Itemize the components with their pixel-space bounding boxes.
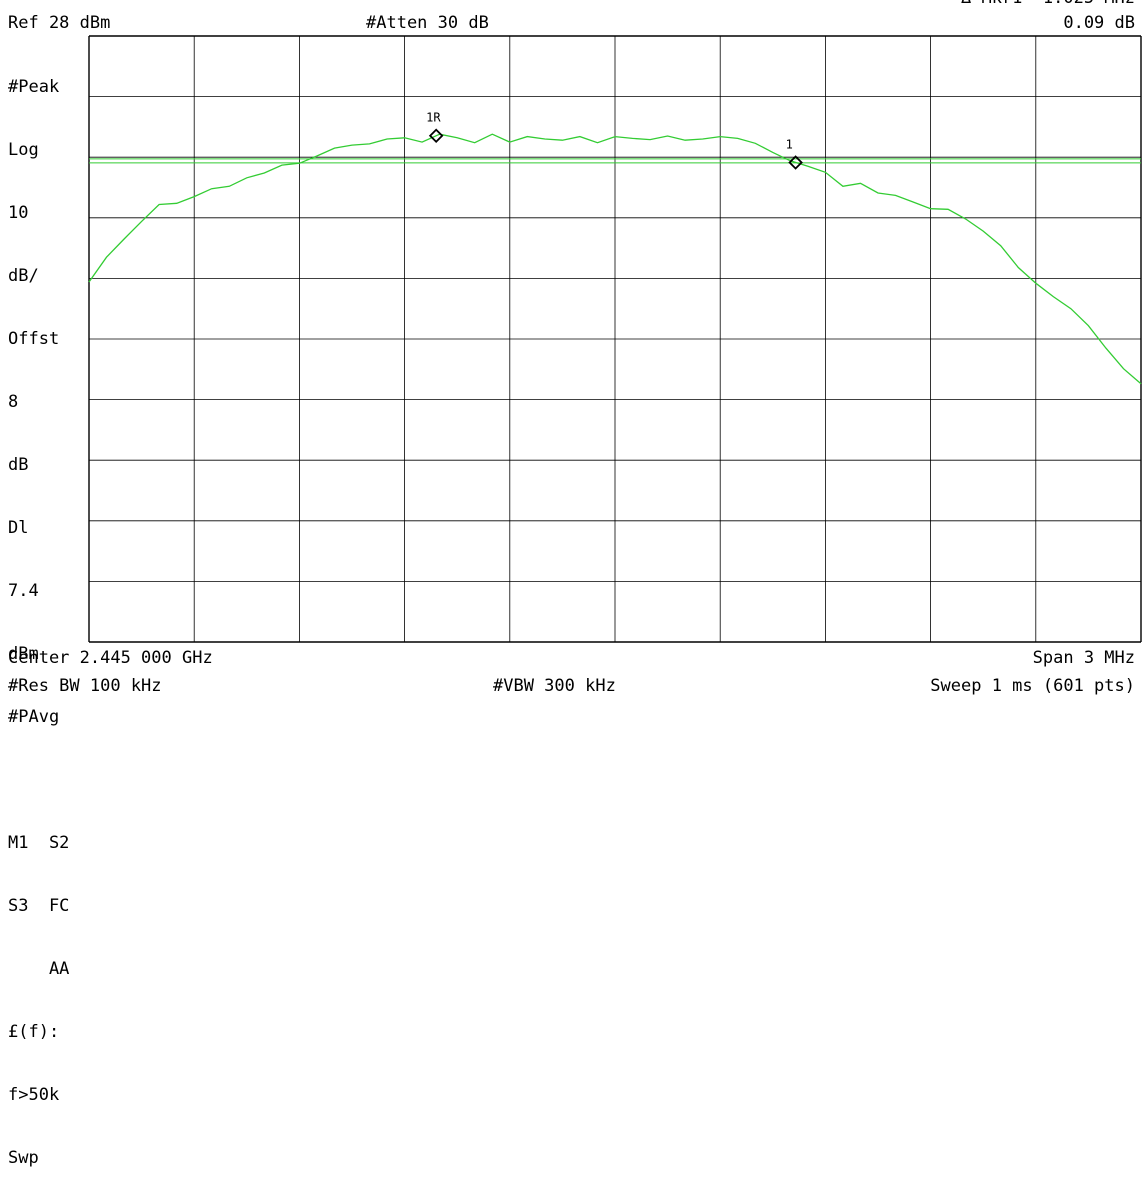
fft-condition: f>50k (8, 1085, 60, 1105)
sweep-time: Sweep 1 ms (601 pts) (930, 676, 1135, 696)
attenuation: #Atten 30 dB (366, 13, 489, 33)
scale-value: 10 (8, 203, 29, 223)
offset-value: 8 (8, 392, 19, 412)
resolution-bandwidth: #Res BW 100 kHz (8, 676, 162, 696)
trace-line (88, 133, 1142, 385)
sweep-label: Swp (8, 1148, 39, 1168)
marker-label-1: 1R (426, 111, 441, 125)
display-line-unit: dBm (8, 644, 39, 664)
detector-label: #Peak (8, 77, 60, 97)
offset-unit: dB (8, 455, 29, 475)
scale-unit: dB/ (8, 266, 39, 286)
spectrum-plot: 1R 1 (88, 35, 1142, 643)
offset-label: Offst (8, 329, 60, 349)
marker-label-2: 1 (786, 137, 793, 151)
side-panel: #Peak Log 10 dB/ Offst 8 dB Dl 7.4 dBm #… (8, 37, 69, 1191)
marker-delta-readout: Δ Mkr1 1.025 MHz (961, 0, 1135, 8)
trace-mode-2: S3 FC (8, 896, 70, 916)
markers: 1R 1 (426, 111, 803, 170)
marker-delta-value: 0.09 dB (1063, 13, 1135, 33)
scale-type: Log (8, 140, 39, 160)
fft-label: £(f): (8, 1022, 60, 1042)
marker-diamond-1 (428, 128, 444, 144)
display-line-label: Dl (8, 518, 29, 538)
marker-diamond-2 (788, 155, 803, 170)
trace-mode-3: AA (8, 959, 70, 979)
ref-level: Ref 28 dBm (8, 13, 111, 33)
graticule (88, 35, 1142, 643)
display-line-value: 7.4 (8, 581, 39, 601)
avg-label: #PAvg (8, 707, 60, 727)
video-bandwidth: #VBW 300 kHz (493, 676, 616, 696)
span: Span 3 MHz (1032, 648, 1135, 668)
trace-mode-1: M1 S2 (8, 833, 70, 853)
center-frequency: Center 2.445 000 GHz (8, 648, 213, 668)
spacer (8, 770, 69, 793)
